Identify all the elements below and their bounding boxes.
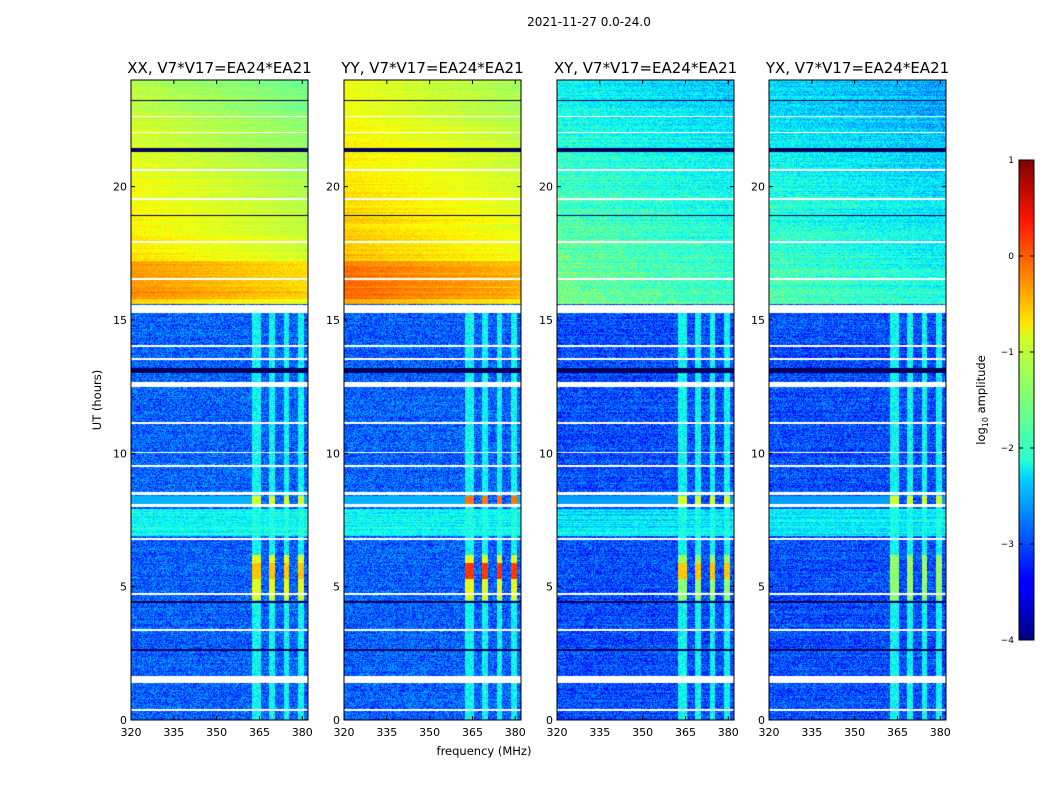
heatmap-image — [769, 80, 946, 720]
y-tick-label: 20 — [326, 181, 340, 194]
colorbar-tick-label: −1 — [1001, 348, 1014, 358]
y-tick-label: 5 — [758, 581, 765, 594]
y-tick-label: 10 — [326, 447, 340, 460]
x-tick-label: 380 — [292, 726, 313, 739]
panel-xx: XX, V7*V17=EA24*EA21 320 335 350 365 380 0 5 10 1… — [113, 59, 313, 739]
y-tick-label: 20 — [113, 181, 127, 194]
panel-title: XX, V7*V17=EA24*EA21 — [127, 59, 311, 77]
x-tick-label: 365 — [887, 726, 908, 739]
figure-suptitle: 2021-11-27 0.0-24.0 — [527, 15, 651, 29]
heatmap-image — [344, 80, 521, 720]
x-tick-label: 350 — [419, 726, 440, 739]
heatmap-image — [131, 80, 308, 720]
y-tick-label: 0 — [758, 714, 765, 727]
x-tick-label: 335 — [376, 726, 397, 739]
x-tick-label: 320 — [334, 726, 355, 739]
x-tick-label: 350 — [844, 726, 865, 739]
panel-frame — [130, 79, 309, 721]
panel-frame — [556, 79, 735, 721]
colorbar-tick-label: −3 — [1001, 540, 1014, 550]
panel-frame — [768, 79, 947, 721]
panel-yy: YY, V7*V17=EA24*EA21 320 335 350 365 380 0 5 10 1… — [326, 59, 526, 739]
colorbar: −4 −3 −2 −1 0 1 log10 amplitude — [974, 156, 1035, 646]
colorbar-tick-label: 1 — [1008, 156, 1014, 166]
y-tick-label: 0 — [546, 714, 553, 727]
colorbar-tick-label: −2 — [1001, 444, 1014, 454]
panel-frame — [343, 79, 522, 721]
panel-title: XY, V7*V17=EA24*EA21 — [554, 59, 737, 77]
panel-yx: YX, V7*V17=EA24*EA21 320 335 350 365 380 0 5 10 1… — [751, 59, 951, 739]
x-tick-label: 320 — [121, 726, 142, 739]
panels-group: XX, V7*V17=EA24*EA21 320 335 350 365 380 0 5 10 1… — [113, 59, 951, 739]
y-tick-label: 15 — [326, 314, 340, 327]
x-tick-label: 380 — [930, 726, 951, 739]
y-tick-label: 10 — [113, 447, 127, 460]
x-tick-label: 335 — [801, 726, 822, 739]
y-tick-label: 15 — [539, 314, 553, 327]
y-tick-label: 5 — [333, 581, 340, 594]
x-tick-label: 335 — [163, 726, 184, 739]
x-tick-label: 320 — [547, 726, 568, 739]
colorbar-label: log10 amplitude — [974, 355, 990, 445]
colorbar-gradient — [1018, 159, 1035, 641]
colorbar-tick-label: −4 — [1001, 636, 1015, 646]
x-tick-label: 365 — [675, 726, 696, 739]
x-axis-label: frequency (MHz) — [437, 744, 532, 758]
x-tick-label: 350 — [206, 726, 227, 739]
x-tick-label: 380 — [718, 726, 739, 739]
panel-xy: XY, V7*V17=EA24*EA21 320 335 350 365 380 0 5 10 1… — [539, 59, 739, 739]
colorbar-tick-label: 0 — [1008, 252, 1014, 262]
x-tick-label: 365 — [249, 726, 270, 739]
x-tick-label: 350 — [632, 726, 653, 739]
x-tick-label: 320 — [759, 726, 780, 739]
y-tick-label: 20 — [751, 181, 765, 194]
heatmap-image — [557, 80, 734, 720]
y-tick-label: 15 — [751, 314, 765, 327]
x-tick-label: 335 — [589, 726, 610, 739]
x-tick-label: 365 — [462, 726, 483, 739]
y-tick-label: 15 — [113, 314, 127, 327]
y-tick-label: 10 — [539, 447, 553, 460]
panel-title: YY, V7*V17=EA24*EA21 — [340, 59, 523, 77]
y-tick-label: 10 — [751, 447, 765, 460]
y-tick-label: 0 — [120, 714, 127, 727]
x-tick-label: 380 — [505, 726, 526, 739]
y-tick-label: 5 — [546, 581, 553, 594]
y-tick-label: 5 — [120, 581, 127, 594]
y-tick-label: 20 — [539, 181, 553, 194]
panel-title: YX, V7*V17=EA24*EA21 — [765, 59, 949, 77]
y-axis-label: UT (hours) — [90, 370, 104, 430]
y-tick-label: 0 — [333, 714, 340, 727]
